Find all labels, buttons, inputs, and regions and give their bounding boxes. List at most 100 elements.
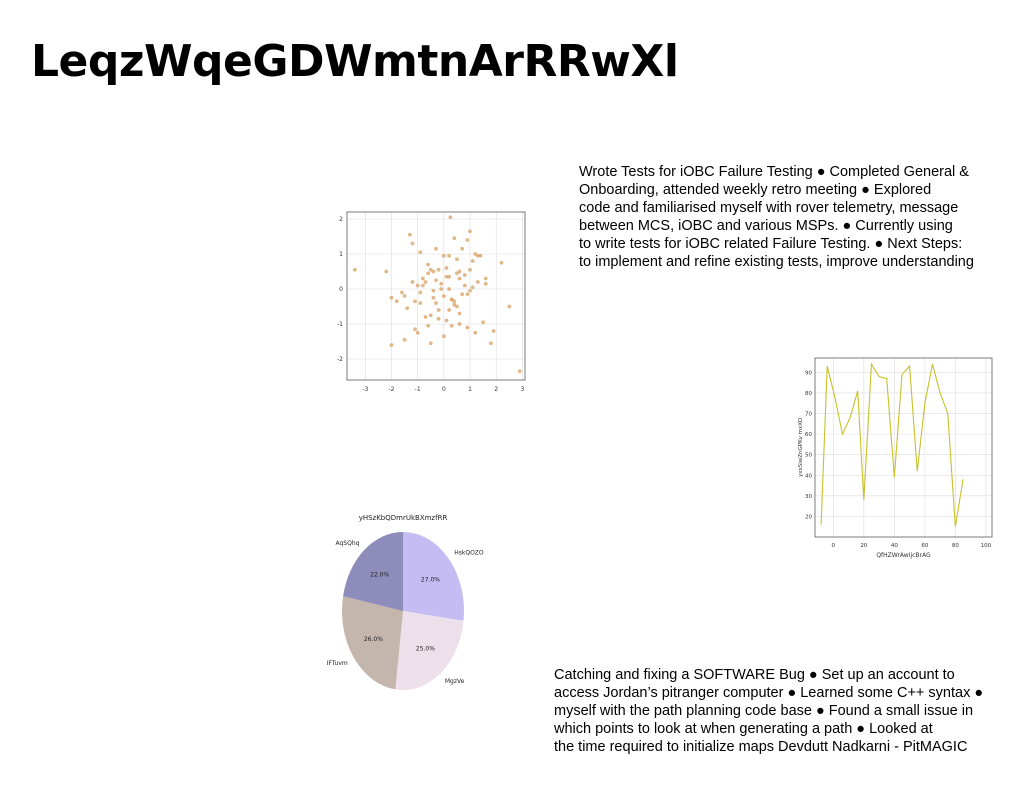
scatter-point (418, 250, 423, 255)
scatter-point (517, 369, 522, 374)
scatter-point (473, 330, 478, 335)
plot-frame (346, 211, 526, 381)
paragraph-line: which points to look at when generating … (554, 721, 933, 737)
scatter-point (402, 337, 407, 342)
scatter-point (384, 269, 389, 274)
pie-value-label: 26.0% (364, 636, 383, 643)
scatter-point (428, 313, 433, 318)
scatter-point (436, 308, 441, 312)
x-tick-label: -2 (389, 386, 395, 393)
scatter-point (468, 229, 472, 234)
scatter-point (449, 297, 454, 302)
scatter-point (444, 318, 449, 323)
scatter-point (491, 329, 496, 333)
scatter-point (457, 276, 462, 281)
scatter-point (410, 241, 415, 246)
x-tick-label: 2 (494, 386, 498, 393)
paragraph-line: Onboarding, attended weekly retro meetin… (579, 182, 932, 198)
scatter-point (434, 301, 438, 305)
x-tick-label: 1 (468, 386, 472, 393)
scatter-point (447, 287, 451, 291)
pie-slice (395, 611, 464, 690)
scatter-point (465, 325, 470, 330)
scatter-point (468, 267, 472, 272)
pie-category-label: MgzVe (445, 678, 465, 685)
line-chart: 0 20 40 60 80 100 20 30 40 50 60 70 80 90 QfHZWrAwIjcB… (798, 357, 993, 559)
y-tick-label: 40 (805, 473, 812, 479)
pie-value-label: 22.0% (370, 571, 389, 578)
scatter-point (418, 290, 423, 295)
scatter-point (460, 292, 465, 297)
paragraph-line: the time required to initialize maps Dev… (554, 739, 968, 755)
scatter-point (447, 308, 451, 312)
x-axis-label: QfHZWrAwIjcBrAG (876, 552, 931, 559)
paragraph-line: access Jordan’s pitranger computer ● Lea… (554, 685, 984, 701)
scatter-point (455, 257, 459, 262)
scatter-point (423, 280, 428, 284)
scatter-point (394, 299, 399, 304)
scatter-point (470, 259, 475, 263)
scatter-point (389, 343, 394, 347)
scatter-point (447, 253, 451, 258)
scatter-point (436, 316, 441, 321)
scatter-point (428, 341, 433, 346)
scatter-point (468, 288, 472, 293)
y-tick-label: -2 (337, 356, 343, 363)
series-line (820, 362, 964, 527)
scatter-point (418, 301, 423, 305)
scatter-point (465, 238, 470, 242)
scatter-point (507, 304, 512, 309)
scatter-point (452, 302, 457, 307)
x-tick-label: 60 (921, 543, 928, 549)
scatter-point (499, 260, 504, 265)
scatter-point (431, 288, 436, 293)
scatter-point (410, 280, 415, 284)
scatter-point (389, 295, 394, 300)
scatter-point (352, 267, 357, 272)
scatter-point (444, 266, 449, 270)
scatter-point (441, 253, 446, 258)
scatter-point (426, 271, 431, 276)
scatter-point (434, 278, 438, 283)
scatter-point (478, 253, 483, 258)
x-tick-label: 20 (860, 543, 867, 549)
scatter-point (449, 323, 454, 328)
paragraph-bottom: Catching and fixing a SOFTWARE Bug ● Set… (554, 666, 983, 756)
y-tick-label: 30 (805, 494, 812, 500)
scatter-point (483, 281, 488, 286)
x-tick-label: -1 (415, 386, 421, 393)
scatter-point (462, 283, 467, 288)
scatter-point (415, 330, 420, 335)
scatter-point (439, 287, 444, 291)
x-tick-label: 3 (520, 386, 524, 393)
scatter-point (441, 294, 446, 298)
y-tick-label: -1 (337, 321, 343, 328)
y-tick-label: 50 (805, 453, 812, 459)
paragraph-line: code and familiarised myself with rover … (579, 200, 959, 216)
scatter-point (447, 274, 451, 279)
scatter-point (400, 290, 404, 295)
scatter-point (413, 299, 417, 304)
x-tick-label: 0 (442, 386, 446, 393)
scatter-point (448, 215, 453, 220)
scatter-point (402, 294, 407, 298)
scatter-point (475, 253, 480, 258)
y-tick-label: 90 (805, 370, 812, 376)
scatter-point (423, 315, 428, 319)
scatter-point (444, 274, 449, 279)
slide-title: LeqzWqeGDWmtnArRRwXl (31, 36, 679, 87)
pie-slice (342, 596, 403, 690)
scatter-point (415, 283, 420, 288)
paragraph-line: to implement and refine existing tests, … (579, 254, 974, 270)
y-tick-label: 0 (339, 286, 343, 293)
scatter-point (475, 280, 480, 284)
pie-slice (403, 532, 464, 621)
scatter-point (465, 292, 470, 297)
y-tick-label: 2 (339, 216, 343, 223)
y-tick-label: 60 (805, 432, 812, 438)
pie-category-label: IFTuvm (327, 660, 348, 667)
scatter-point (481, 320, 486, 325)
scatter-point (457, 322, 462, 326)
y-tick-label: 1 (339, 251, 343, 258)
pie-category-label: HskQOZO (454, 549, 484, 556)
